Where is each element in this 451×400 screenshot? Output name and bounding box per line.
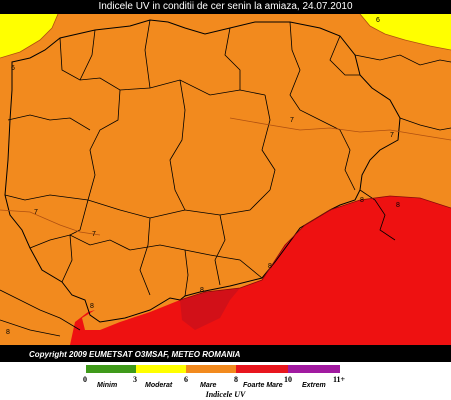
contour-label: 7	[92, 231, 96, 238]
uv-zone-foarte-mare	[70, 196, 451, 345]
legend: 0 3 6 8 10 11+ Minim Moderat Mare Foarte…	[0, 362, 451, 400]
contour-label: 8	[360, 197, 364, 204]
legend-swatch-minim	[86, 365, 136, 373]
legend-swatch-extrem	[288, 365, 340, 373]
copyright-text: Copyright 2009 EUMETSAT O3MSAF, METEO RO…	[29, 350, 241, 359]
contour-lines-red	[179, 195, 451, 301]
uv-zone-moderat-ne	[360, 14, 451, 50]
country-border	[4, 19, 401, 323]
contour-label: 7	[34, 209, 38, 216]
contour-label: 8	[396, 202, 400, 209]
legend-label-extrem: Extrem	[302, 382, 326, 389]
legend-tick: 6	[184, 375, 188, 384]
legend-tick: 0	[83, 375, 87, 384]
legend-tick: 3	[133, 375, 137, 384]
county-lines	[0, 19, 451, 337]
contour-label: 7	[390, 132, 394, 139]
legend-tick: 11+	[333, 375, 346, 384]
contour-label: 6	[376, 17, 380, 24]
legend-swatch-mare	[186, 365, 236, 373]
contour-label: 8	[268, 263, 272, 270]
legend-swatch-moderat	[136, 365, 186, 373]
legend-tick: 8	[234, 375, 238, 384]
uv-map: 6 6 7 7 7 8 8 8 8 8 8 7	[0, 13, 451, 362]
legend-label-minim: Minim	[97, 382, 118, 389]
legend-label-foarte-mare: Foarte Mare	[243, 382, 283, 389]
uv-zone-moderat-nw	[0, 14, 58, 58]
copyright-strip	[0, 345, 451, 362]
uv-zone-shade-south	[180, 288, 240, 330]
contour-label: 6	[11, 65, 15, 72]
contour-label-group: 6 6 7 7 7 8 8 8 8 8 8 7	[6, 17, 400, 336]
contour-label: 8	[90, 303, 94, 310]
map-title: Indicele UV in conditii de cer senin la …	[98, 1, 353, 12]
legend-label-moderat: Moderat	[145, 382, 173, 389]
legend-title: Indicele UV	[205, 390, 246, 399]
contour-label: 7	[290, 117, 294, 124]
contour-label: 8	[6, 329, 10, 336]
legend-label-mare: Mare	[200, 382, 217, 389]
legend-tick: 10	[284, 375, 292, 384]
contour-lines	[0, 13, 451, 236]
legend-swatch-foarte-mare	[236, 365, 288, 373]
contour-label: 8	[200, 287, 204, 294]
